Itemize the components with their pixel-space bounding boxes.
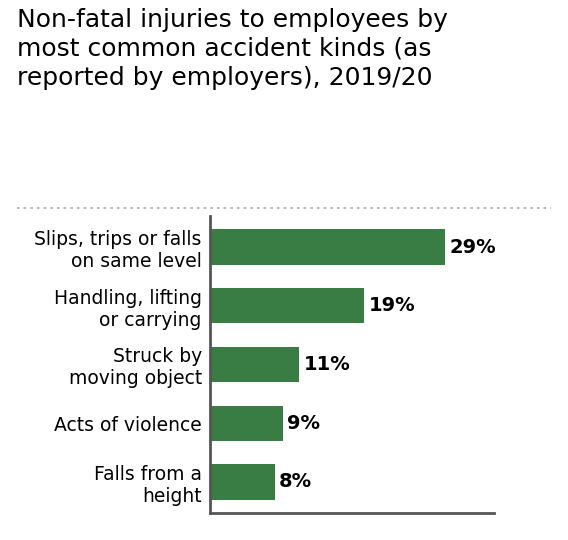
Bar xyxy=(210,288,364,323)
Text: 19%: 19% xyxy=(369,296,415,315)
Bar xyxy=(210,347,299,382)
Text: 11%: 11% xyxy=(303,355,350,374)
Bar xyxy=(210,464,275,500)
Bar xyxy=(210,230,445,265)
Text: 8%: 8% xyxy=(279,472,312,491)
Text: 9%: 9% xyxy=(287,414,320,433)
Bar xyxy=(210,406,283,441)
Text: Non-fatal injuries to employees by
most common accident kinds (as
reported by em: Non-fatal injuries to employees by most … xyxy=(17,8,448,90)
Text: 29%: 29% xyxy=(449,238,496,256)
